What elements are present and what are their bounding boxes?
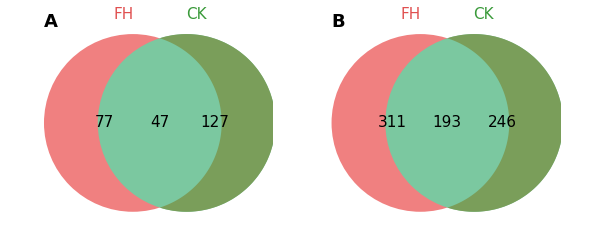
Text: 127: 127 — [200, 115, 229, 131]
Polygon shape — [160, 34, 275, 212]
Circle shape — [44, 34, 221, 212]
Text: A: A — [44, 13, 58, 31]
Circle shape — [332, 34, 509, 212]
Text: CK: CK — [473, 7, 494, 22]
Polygon shape — [447, 34, 563, 212]
Text: 193: 193 — [433, 115, 462, 131]
Text: 246: 246 — [488, 115, 517, 131]
Text: 311: 311 — [378, 115, 407, 131]
Text: 77: 77 — [95, 115, 115, 131]
Text: 47: 47 — [150, 115, 169, 131]
Text: FH: FH — [401, 7, 421, 22]
Circle shape — [98, 34, 275, 212]
Text: FH: FH — [113, 7, 134, 22]
Text: CK: CK — [185, 7, 206, 22]
Text: B: B — [332, 13, 345, 31]
Circle shape — [385, 34, 563, 212]
